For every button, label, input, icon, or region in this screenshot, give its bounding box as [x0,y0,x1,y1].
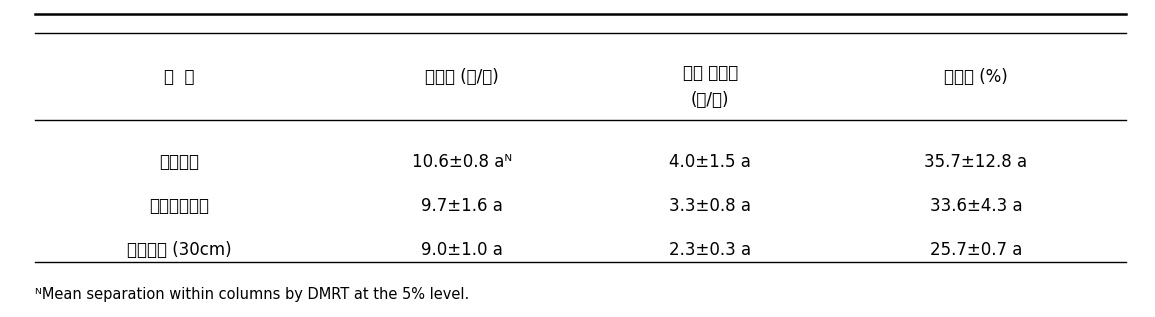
Text: 일소 피해과: 일소 피해과 [683,64,738,82]
Text: 지표점적관수: 지표점적관수 [149,197,209,215]
Text: 피해율 (%): 피해율 (%) [944,68,1008,86]
Text: ᴺMean separation within columns by DMRT at the 5% level.: ᴺMean separation within columns by DMRT … [35,287,469,302]
Text: 착과수 (과/주): 착과수 (과/주) [425,68,499,86]
Text: 10.6±0.8 aᴺ: 10.6±0.8 aᴺ [412,153,512,171]
Text: 25.7±0.7 a: 25.7±0.7 a [930,242,1022,259]
Text: 2.3±0.3 a: 2.3±0.3 a [669,242,752,259]
Text: 처  리: 처 리 [164,68,194,86]
Text: 지중점적 (30cm): 지중점적 (30cm) [127,242,231,259]
Text: (과/주): (과/주) [691,91,730,109]
Text: 9.0±1.0 a: 9.0±1.0 a [422,242,502,259]
Text: 4.0±1.5 a: 4.0±1.5 a [670,153,751,171]
Text: 33.6±4.3 a: 33.6±4.3 a [930,197,1022,215]
Text: 살수관수: 살수관수 [159,153,199,171]
Text: 3.3±0.8 a: 3.3±0.8 a [670,197,751,215]
Text: 35.7±12.8 a: 35.7±12.8 a [924,153,1028,171]
Text: 9.7±1.6 a: 9.7±1.6 a [422,197,502,215]
